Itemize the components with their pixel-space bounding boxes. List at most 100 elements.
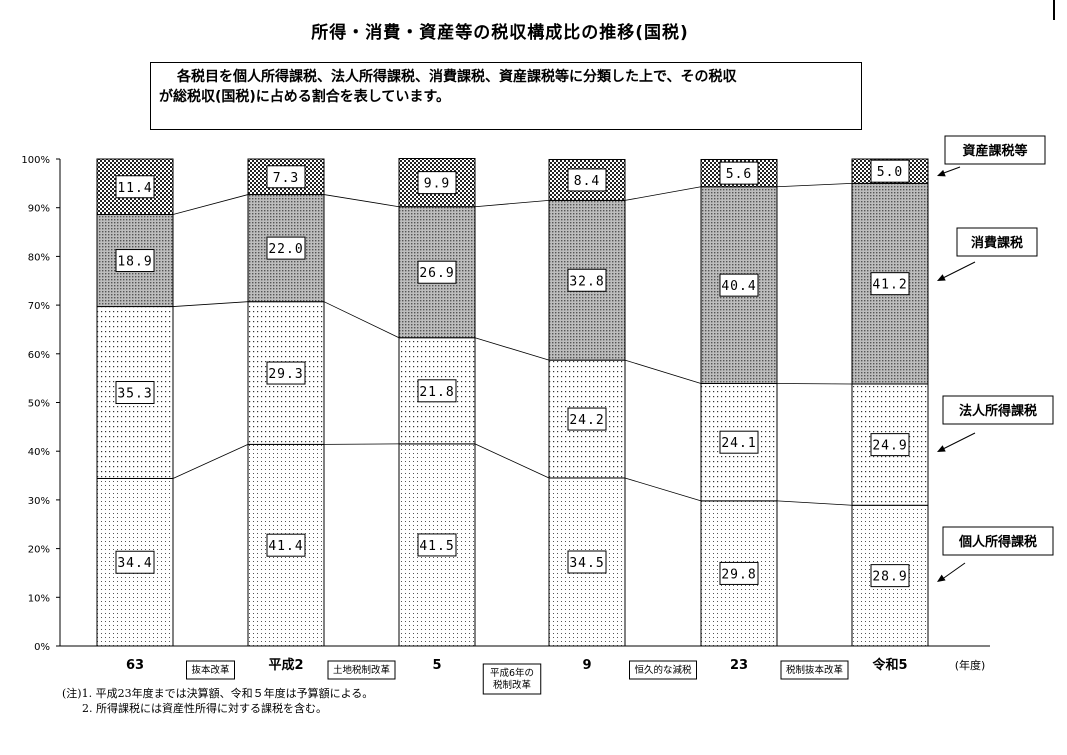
- y-tick-label: 0%: [34, 642, 50, 653]
- reform-annotation: 税制抜本改革: [786, 664, 844, 676]
- data-label: 5.6: [726, 167, 752, 182]
- connector-line: [776, 500, 853, 506]
- legend-box: [942, 395, 1054, 425]
- data-label-box: [870, 272, 910, 296]
- data-label-box: [870, 433, 910, 457]
- data-label: 35.3: [117, 387, 152, 402]
- data-label: 34.5: [569, 556, 604, 571]
- data-label: 24.9: [872, 439, 907, 454]
- x-category-label: 平成2: [268, 657, 303, 673]
- y-tick-label: 80%: [28, 252, 50, 263]
- footnote-2: 2. 所得課税には資産性所得に対する課税を含む。: [82, 702, 327, 715]
- data-label-box: [266, 236, 306, 260]
- data-label: 28.9: [872, 570, 907, 585]
- data-label-box: [567, 268, 607, 292]
- reform-annotation-box: [629, 660, 697, 680]
- data-label: 22.0: [268, 242, 303, 257]
- data-label-box: [115, 381, 155, 405]
- data-label: 29.3: [268, 367, 303, 382]
- data-label-box: [567, 550, 607, 574]
- data-label-box: [266, 361, 306, 385]
- data-label-box: [719, 561, 759, 585]
- legend-arrow: [940, 261, 976, 280]
- reform-annotation: 土地税制改革: [333, 664, 391, 676]
- data-label-box: [417, 260, 457, 284]
- data-label: 26.9: [419, 266, 454, 281]
- data-label: 34.4: [117, 556, 152, 571]
- description-box: 各税目を個人所得課税、法人所得課税、消費課税、資産課税等に分類した上で、その税収…: [150, 62, 862, 130]
- reform-annotation: 恒久的な減税: [634, 664, 692, 676]
- legend-arrow: [940, 432, 976, 451]
- x-category-label: 63: [126, 658, 144, 673]
- data-label-box: [417, 171, 457, 195]
- footnotes: (注)1. 平成23年度までは決算額、令和５年度は予算額による。 2. 所得課税…: [62, 686, 373, 716]
- data-label: 5.0: [877, 165, 903, 180]
- data-label-box: [719, 430, 759, 454]
- data-label-box: [719, 161, 759, 185]
- connector-line: [323, 301, 400, 339]
- data-label-box: [115, 550, 155, 574]
- connector-line: [323, 194, 400, 208]
- legend-label: 個人所得課税: [958, 534, 1037, 550]
- data-label: 41.4: [268, 539, 303, 554]
- description-line-2: が総税収(国税)に占める割合を表しています。: [159, 89, 450, 105]
- legend-arrow: [940, 562, 966, 581]
- data-label: 11.4: [117, 181, 152, 196]
- y-tick-label: 90%: [28, 204, 50, 215]
- connector-line: [474, 443, 550, 479]
- x-axis-unit: (年度): [955, 658, 986, 672]
- reform-annotation-box: [186, 660, 235, 680]
- data-label-box: [567, 407, 607, 431]
- data-label-box: [417, 533, 457, 557]
- y-tick-label: 20%: [28, 545, 50, 556]
- connector-line: [624, 186, 702, 201]
- connector-line: [474, 337, 550, 361]
- y-tick-label: 30%: [28, 496, 50, 507]
- data-label-box: [870, 159, 910, 183]
- y-tick-label: 60%: [28, 350, 50, 361]
- reform-annotation-box: [780, 660, 849, 680]
- data-label-box: [115, 249, 155, 273]
- legend-box: [944, 135, 1046, 165]
- data-label-box: [870, 564, 910, 588]
- y-tick-label: 10%: [28, 593, 50, 604]
- top-rule: [1053, 0, 1055, 20]
- connector-line: [172, 194, 249, 215]
- x-category-label: 9: [582, 658, 591, 673]
- data-label-box: [719, 273, 759, 297]
- data-label-box: [266, 533, 306, 557]
- legend-arrow-head: [937, 274, 946, 281]
- connector-line: [624, 359, 702, 384]
- y-tick-label: 100%: [21, 155, 50, 166]
- legend-arrow-head: [937, 574, 946, 582]
- legend-box: [956, 227, 1038, 257]
- description-line-1: 各税目を個人所得課税、法人所得課税、消費課税、資産課税等に分類した上で、その税収: [177, 69, 737, 85]
- connector-line: [172, 444, 249, 479]
- legend-arrow-head: [937, 445, 946, 452]
- reform-annotation-box: [482, 663, 542, 695]
- y-tick-label: 50%: [28, 399, 50, 410]
- data-label: 41.5: [419, 539, 454, 554]
- data-label-box: [417, 379, 457, 403]
- legend-label: 消費課税: [971, 235, 1023, 251]
- data-label-box: [115, 175, 155, 199]
- data-label-box: [266, 165, 306, 189]
- data-label: 18.9: [117, 255, 152, 270]
- chart-title: 所得・消費・資産等の税収構成比の推移(国税): [311, 23, 689, 43]
- data-label: 41.2: [872, 278, 907, 293]
- data-label: 8.4: [574, 174, 600, 189]
- connector-line: [172, 301, 249, 307]
- connector-line: [474, 199, 550, 208]
- y-tick-label: 40%: [28, 447, 50, 458]
- legend-box: [942, 526, 1054, 556]
- y-tick-label: 70%: [28, 301, 50, 312]
- data-label: 9.9: [424, 177, 450, 192]
- x-category-label: 令和5: [872, 657, 907, 673]
- data-label: 32.8: [569, 274, 604, 289]
- x-category-label: 23: [730, 658, 748, 673]
- reform-annotation: 平成6年の: [490, 667, 534, 679]
- connector-line: [624, 477, 702, 502]
- bar-segment: [96, 158, 174, 216]
- data-label: 21.8: [419, 385, 454, 400]
